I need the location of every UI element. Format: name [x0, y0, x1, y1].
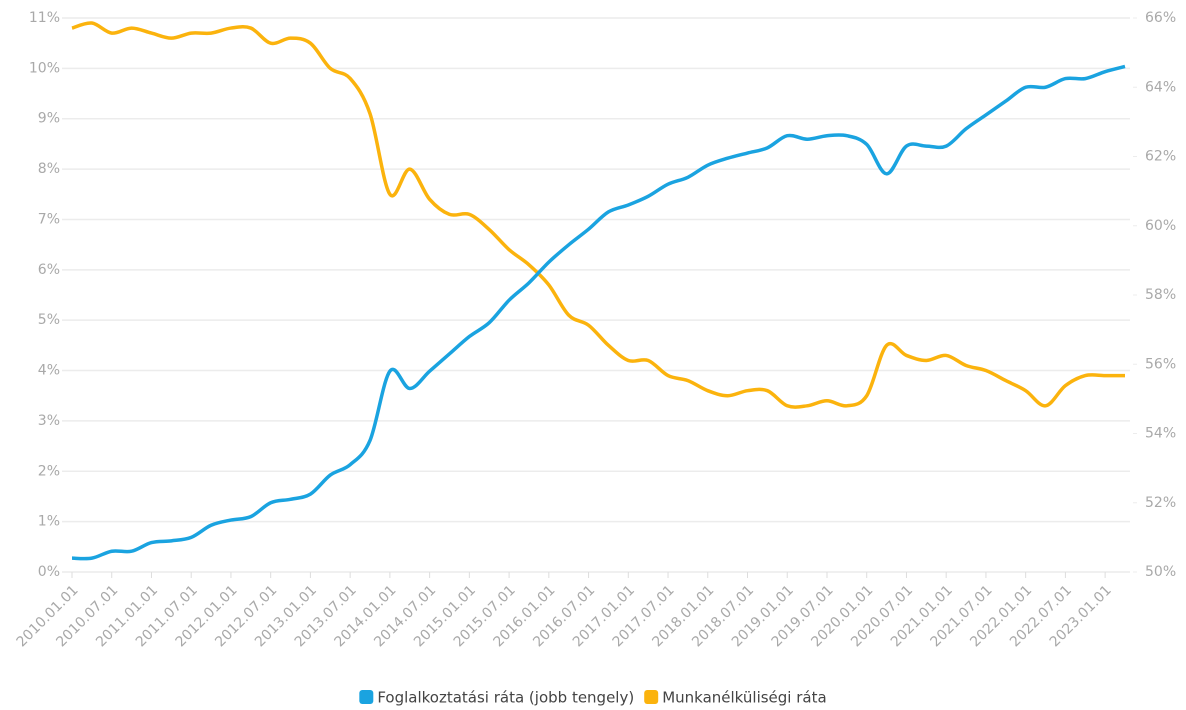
y2-tick-label: 56% — [1145, 356, 1176, 372]
y-tick-label: 1% — [38, 514, 60, 530]
y2-tick-label: 60% — [1145, 218, 1176, 234]
y2-tick-label: 52% — [1145, 495, 1176, 511]
line — [71, 64, 1126, 561]
y-tick-label: 8% — [38, 161, 60, 177]
y-tick-label: 9% — [38, 111, 60, 127]
legend-swatch — [359, 690, 374, 704]
y2-tick-label: 50% — [1145, 564, 1176, 580]
y2-tick-label: 58% — [1145, 287, 1176, 303]
y-tick-label: 6% — [38, 262, 60, 278]
y-tick-label: 0% — [38, 564, 60, 580]
y-tick-label: 4% — [38, 363, 60, 379]
line — [71, 21, 1125, 409]
legend-label: Foglalkoztatási ráta (jobb tengely) — [377, 689, 634, 707]
y-tick-label: 2% — [38, 463, 60, 479]
y2-tick-label: 62% — [1145, 149, 1176, 165]
y-tick-label: 10% — [29, 60, 60, 76]
y2-tick-label: 66% — [1145, 10, 1176, 26]
y2-tick-label: 64% — [1145, 79, 1176, 95]
legend-swatch — [644, 690, 659, 704]
y-tick-label: 5% — [38, 312, 60, 328]
y-tick-label: 3% — [38, 413, 60, 429]
legend-label: Munkanélküliségi ráta — [662, 689, 826, 707]
y-tick-label: 11% — [29, 10, 60, 26]
y2-tick-label: 54% — [1145, 426, 1176, 442]
y-tick-label: 7% — [38, 211, 60, 227]
